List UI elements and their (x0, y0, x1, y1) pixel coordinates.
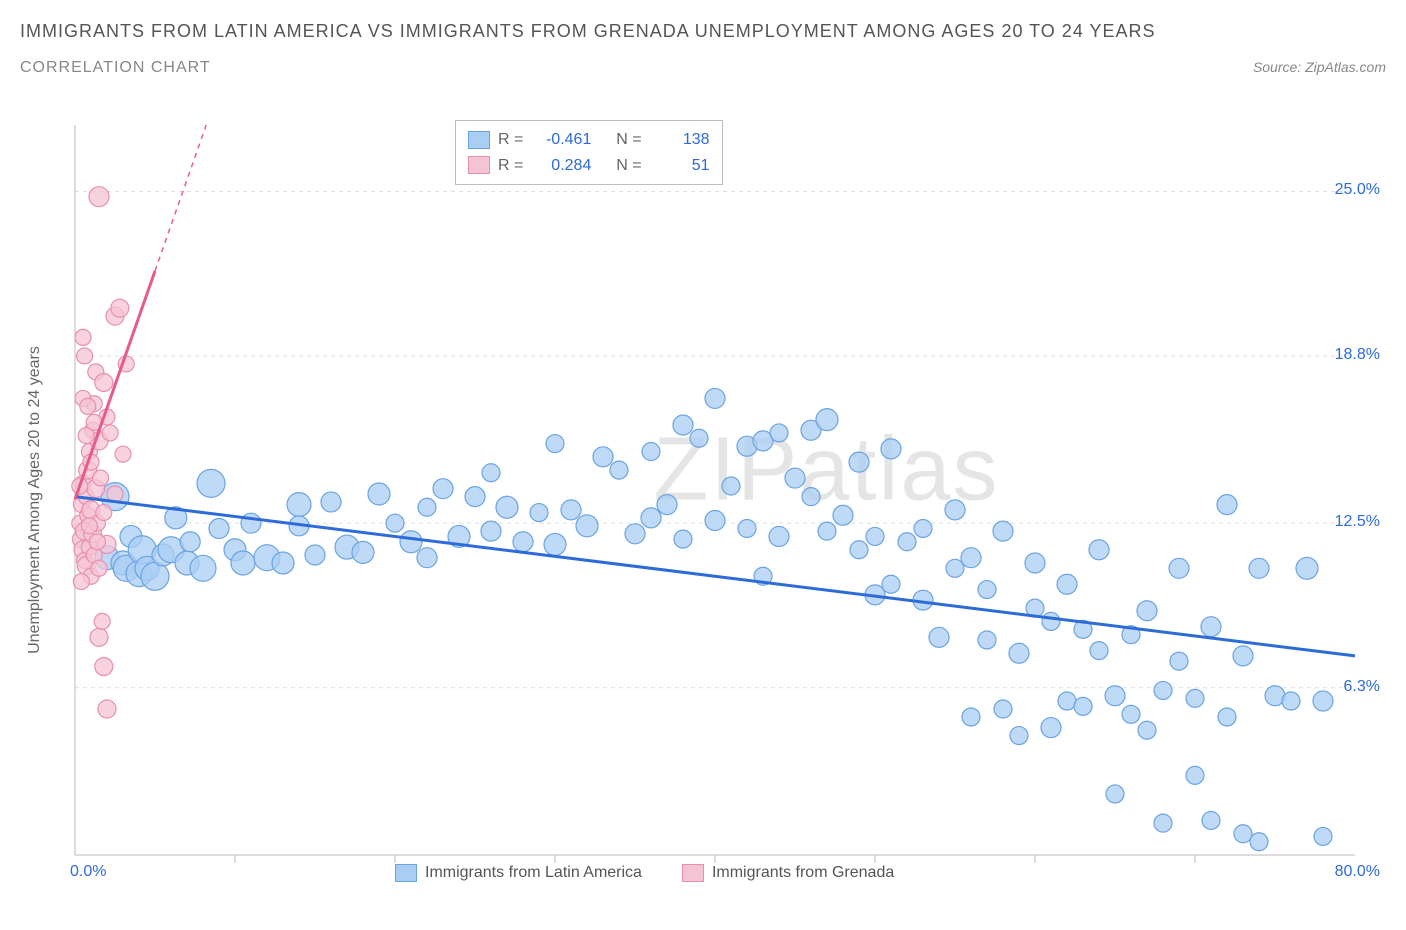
scatter-plot-svg (55, 120, 1385, 880)
series-legend: Immigrants from Latin America Immigrants… (395, 864, 894, 882)
y-tick-3: 25.0% (1335, 181, 1380, 199)
y-axis-title: Unemployment Among Ages 20 to 24 years (26, 346, 44, 654)
swatch-latin-america-icon (395, 864, 417, 882)
swatch-grenada-icon (682, 864, 704, 882)
legend-row-grenada: R = 0.284 N = 51 (468, 153, 710, 179)
y-tick-1: 12.5% (1335, 513, 1380, 531)
correlation-chart: Unemployment Among Ages 20 to 24 years Z… (55, 120, 1385, 880)
chart-title: IMMIGRANTS FROM LATIN AMERICA VS IMMIGRA… (20, 18, 1386, 45)
correlation-legend: R = -0.461 N = 138 R = 0.284 N = 51 (455, 120, 723, 185)
legend-row-latin-america: R = -0.461 N = 138 (468, 127, 710, 153)
chart-subtitle: CORRELATION CHART (20, 59, 211, 77)
y-tick-2: 18.8% (1335, 346, 1380, 364)
swatch-grenada (468, 156, 490, 174)
legend-item-latin-america: Immigrants from Latin America (395, 864, 642, 882)
source-attribution: Source: ZipAtlas.com (1253, 59, 1386, 75)
legend-item-grenada: Immigrants from Grenada (682, 864, 894, 882)
y-tick-0: 6.3% (1344, 678, 1380, 696)
swatch-latin-america (468, 131, 490, 149)
x-tick-min: 0.0% (70, 863, 106, 881)
x-tick-max: 80.0% (1335, 863, 1380, 881)
